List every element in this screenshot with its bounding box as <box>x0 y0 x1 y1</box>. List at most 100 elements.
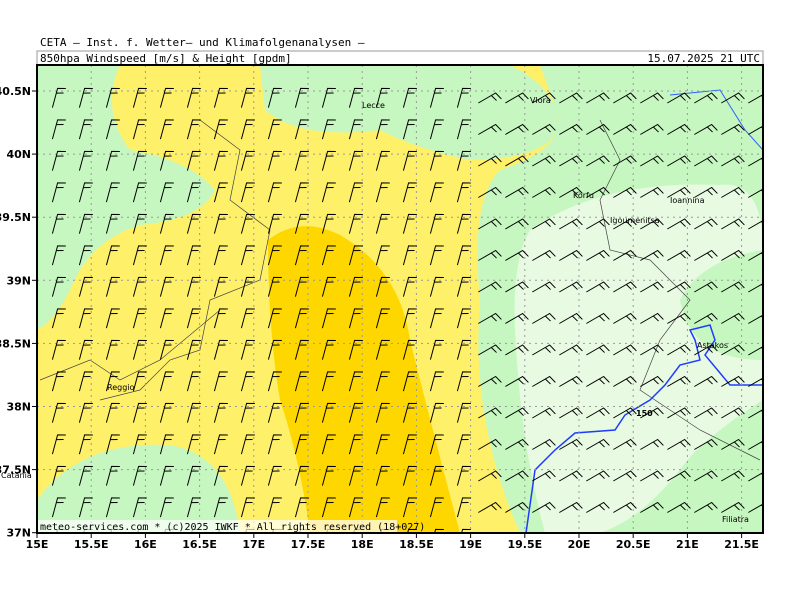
barb-shape <box>640 249 664 261</box>
barb-shape <box>559 249 583 261</box>
barb-shape <box>402 497 417 518</box>
lat-tick-label: 38.5N <box>0 337 31 350</box>
barb-shape <box>532 249 556 261</box>
barb-shape <box>213 87 228 108</box>
lat-tick-label: 40.5N <box>0 85 31 98</box>
barb-shape <box>505 186 529 198</box>
barb-shape <box>159 465 174 486</box>
barb-shape <box>159 371 174 392</box>
barb-shape <box>505 438 529 450</box>
barb-shape <box>159 276 174 297</box>
barb-shape <box>51 465 66 486</box>
barb-shape <box>505 123 529 135</box>
wind-barb <box>78 465 93 486</box>
barb-shape <box>456 339 471 360</box>
wind-barb <box>586 375 610 387</box>
wind-barb <box>78 308 93 329</box>
barb-shape <box>478 249 502 261</box>
wind-barb <box>559 249 583 261</box>
barb-shape <box>213 497 228 518</box>
barb-shape <box>321 119 336 140</box>
wind-barb <box>456 87 471 108</box>
wind-barb <box>213 434 228 455</box>
barb-shape <box>213 150 228 171</box>
barb-shape <box>294 213 309 234</box>
wind-barb <box>694 123 718 135</box>
barb-shape <box>348 87 363 108</box>
barb-shape <box>294 465 309 486</box>
wind-barb <box>456 182 471 203</box>
wind-barb <box>159 465 174 486</box>
barb-shape <box>186 402 201 423</box>
wind-barb <box>375 245 390 266</box>
barb-shape <box>375 465 390 486</box>
barb-shape <box>478 92 502 104</box>
wind-barb <box>267 497 282 518</box>
wind-barb <box>294 245 309 266</box>
wind-barb <box>267 150 282 171</box>
wind-barb <box>613 344 637 356</box>
barb-shape <box>613 281 637 293</box>
barb-shape <box>429 434 444 455</box>
wind-barb <box>613 218 637 230</box>
barb-shape <box>478 344 502 356</box>
barb-shape <box>694 218 718 230</box>
barb-shape <box>613 312 637 324</box>
barb-shape <box>505 375 529 387</box>
wind-barb <box>78 119 93 140</box>
barb-shape <box>348 371 363 392</box>
barb-shape <box>186 182 201 203</box>
barb-shape <box>159 119 174 140</box>
barb-shape <box>667 186 691 198</box>
wind-barb <box>694 438 718 450</box>
wind-barb <box>51 497 66 518</box>
grid <box>37 65 763 533</box>
barb-shape <box>348 402 363 423</box>
barb-shape <box>159 402 174 423</box>
wind-barb <box>375 276 390 297</box>
wind-barb <box>613 501 637 513</box>
wind-barb <box>159 308 174 329</box>
barb-shape <box>402 465 417 486</box>
lat-tick-label: 37N <box>6 527 31 540</box>
wind-barb <box>132 213 147 234</box>
wind-barb <box>267 119 282 140</box>
wind-barb <box>586 249 610 261</box>
barb-shape <box>105 245 120 266</box>
wind-barb <box>613 438 637 450</box>
wind-barb <box>640 438 664 450</box>
wind-barb <box>240 119 255 140</box>
barb-shape <box>429 371 444 392</box>
barb-shape <box>294 402 309 423</box>
barb-shape <box>186 213 201 234</box>
place-label: Igoumenitsa <box>610 216 660 225</box>
barb-shape <box>478 186 502 198</box>
wind-barb <box>294 308 309 329</box>
barb-shape <box>267 434 282 455</box>
barb-shape <box>586 312 610 324</box>
wind-barb <box>694 470 718 482</box>
wind-barb <box>78 213 93 234</box>
wind-barb <box>613 249 637 261</box>
wind-barb <box>267 245 282 266</box>
barb-shape <box>348 465 363 486</box>
wind-barb <box>213 182 228 203</box>
barb-shape <box>240 308 255 329</box>
wind-barb <box>51 276 66 297</box>
barb-shape <box>402 150 417 171</box>
barb-shape <box>132 402 147 423</box>
wind-barb <box>667 312 691 324</box>
wind-barb <box>478 218 502 230</box>
barb-shape <box>267 87 282 108</box>
wind-barb <box>532 407 556 419</box>
wind-barb <box>505 123 529 135</box>
wind-barb <box>505 281 529 293</box>
wind-barb <box>78 245 93 266</box>
wind-barb <box>132 308 147 329</box>
wind-barb <box>694 312 718 324</box>
wind-barb <box>213 465 228 486</box>
barb-shape <box>375 245 390 266</box>
wind-barb <box>348 308 363 329</box>
barb-shape <box>456 119 471 140</box>
wind-barb <box>586 92 610 104</box>
